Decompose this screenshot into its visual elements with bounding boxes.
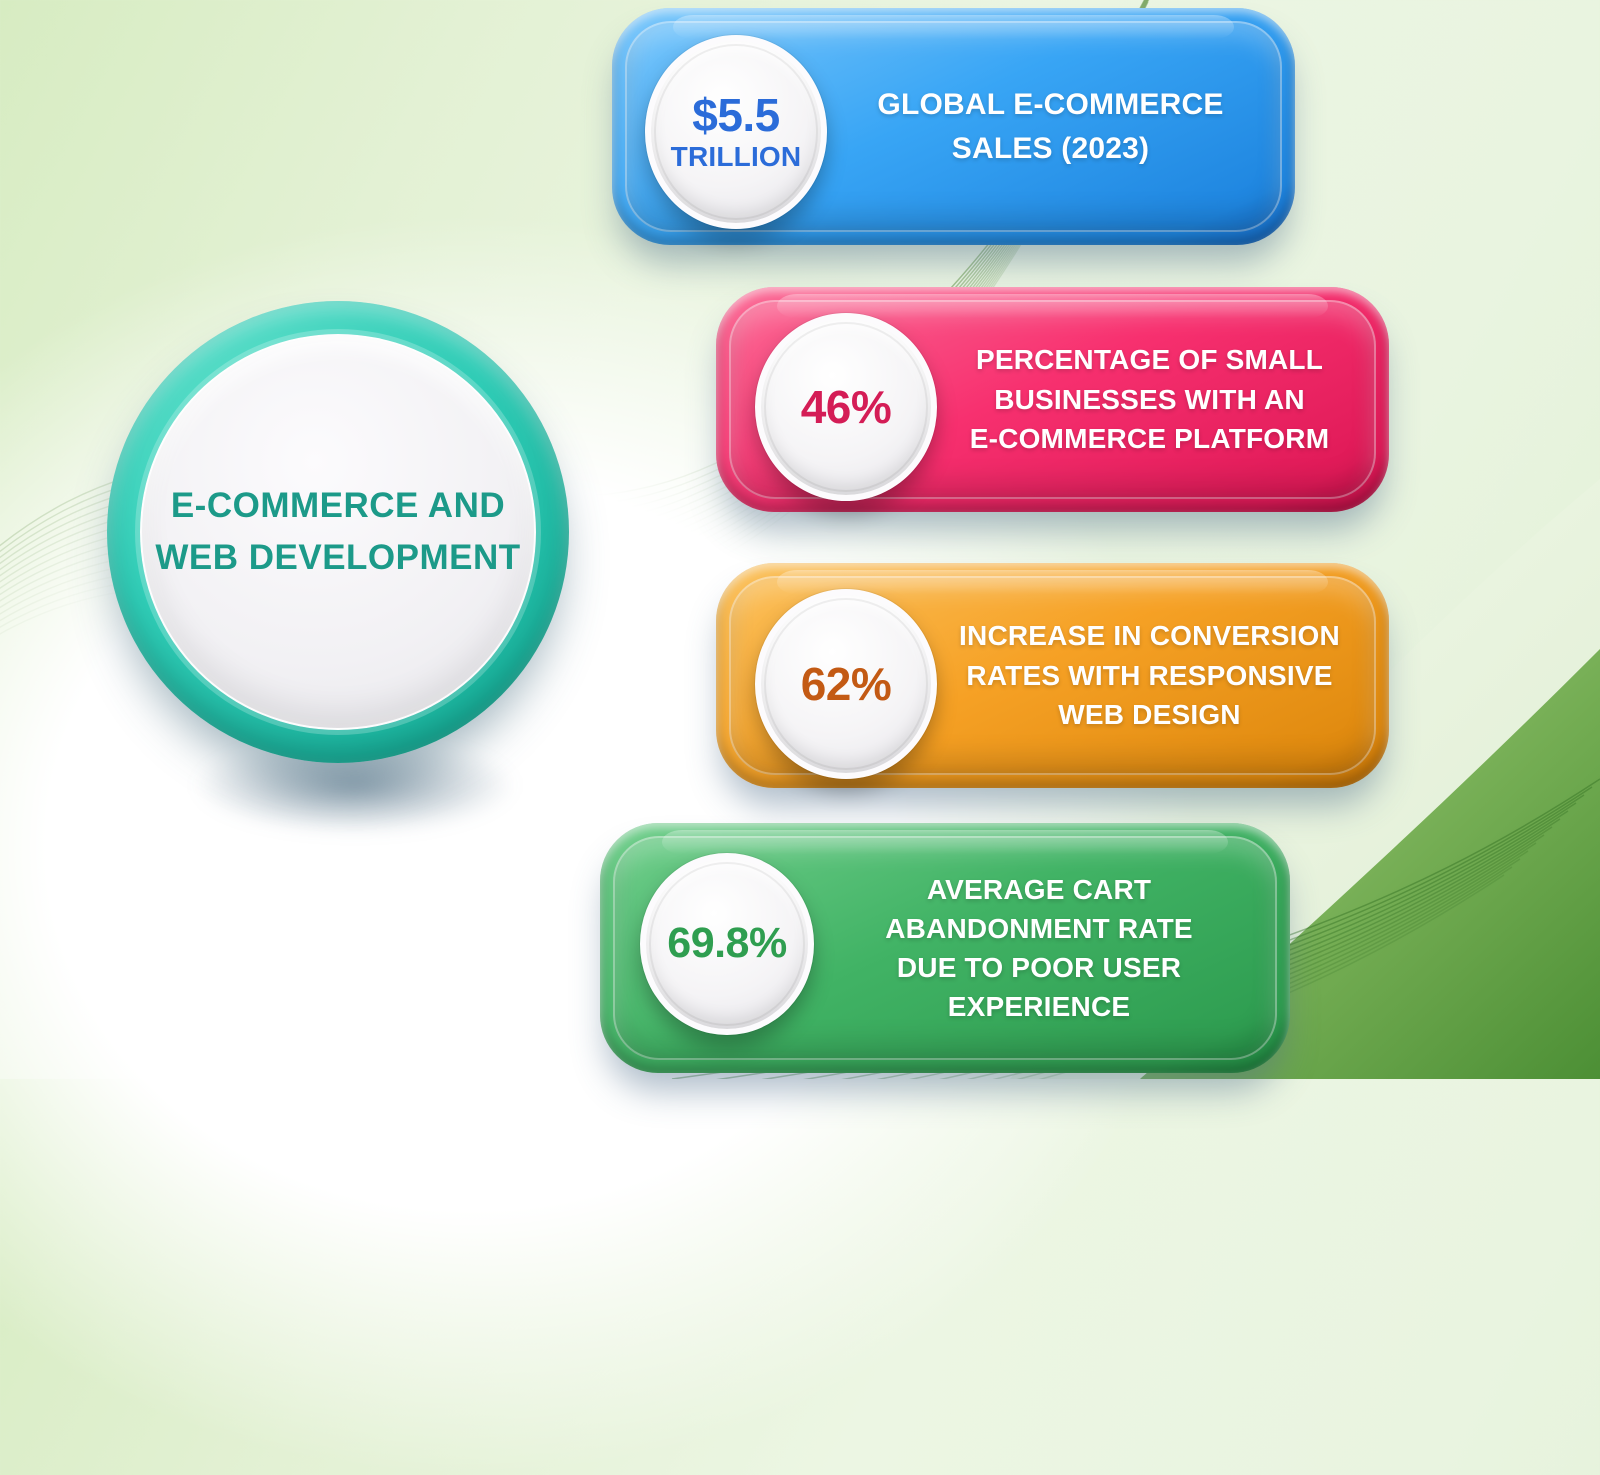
stat-card-global-ecommerce-sales: $5.5 TRILLION GLOBAL E-COMMERCE SALES (2… bbox=[612, 8, 1295, 245]
stat-label-line: SALES (2023) bbox=[951, 131, 1150, 165]
topic-circle: E-COMMERCE AND WEB DEVELOPMENT bbox=[107, 301, 569, 763]
page-title-line2: WEB DEVELOPMENT bbox=[155, 538, 521, 577]
stat-label: AVERAGE CART ABANDONMENT RATE DUE TO POO… bbox=[804, 823, 1274, 1073]
stat-value: 62% bbox=[800, 657, 892, 710]
page-title: E-COMMERCE AND WEB DEVELOPMENT bbox=[155, 480, 520, 585]
stat-value: 69.8% bbox=[667, 919, 787, 968]
stat-label-line: PERCENTAGE OF SMALL bbox=[975, 343, 1324, 375]
stat-label-line: GLOBAL E-COMMERCE bbox=[877, 88, 1224, 121]
stat-card-cart-abandonment: 69.8% AVERAGE CART ABANDONMENT RATE DUE … bbox=[600, 823, 1290, 1073]
stat-label-line: ABANDONMENT RATE bbox=[885, 912, 1193, 944]
stat-card-small-business-platforms: 46% PERCENTAGE OF SMALL BUSINESSES WITH … bbox=[716, 287, 1389, 512]
stat-label-line: BUSINESSES WITH AN bbox=[994, 383, 1305, 415]
stat-label-line: EXPERIENCE bbox=[947, 991, 1131, 1023]
stat-label: GLOBAL E-COMMERCE SALES (2023) bbox=[822, 8, 1279, 245]
stat-label-line: AVERAGE CART bbox=[926, 873, 1152, 905]
stat-label-line: DUE TO POOR USER bbox=[896, 952, 1182, 983]
stat-label: PERCENTAGE OF SMALL BUSINESSES WITH AN E… bbox=[918, 287, 1381, 512]
stat-label-line: RATES WITH RESPONSIVE bbox=[966, 659, 1333, 691]
stat-value-badge: $5.5 TRILLION bbox=[645, 35, 827, 229]
stat-value: $5.5 bbox=[692, 88, 780, 141]
topic-circle-face: E-COMMERCE AND WEB DEVELOPMENT bbox=[140, 334, 536, 730]
stat-label-line: WEB DESIGN bbox=[1058, 699, 1241, 731]
stat-label: INCREASE IN CONVERSION RATES WITH RESPON… bbox=[918, 563, 1381, 788]
stat-card-conversion-rates: 62% INCREASE IN CONVERSION RATES WITH RE… bbox=[716, 563, 1389, 788]
stat-value-badge: 69.8% bbox=[640, 853, 814, 1035]
page-title-line1: E-COMMERCE AND bbox=[170, 485, 506, 525]
stat-label-line: E-COMMERCE PLATFORM bbox=[969, 423, 1330, 455]
stat-label-line: INCREASE IN CONVERSION bbox=[959, 619, 1340, 651]
stat-value-badge: 62% bbox=[755, 589, 937, 779]
stat-value-badge: 46% bbox=[755, 313, 937, 501]
stat-value-unit: TRILLION bbox=[670, 140, 802, 172]
stat-value: 46% bbox=[800, 380, 892, 433]
